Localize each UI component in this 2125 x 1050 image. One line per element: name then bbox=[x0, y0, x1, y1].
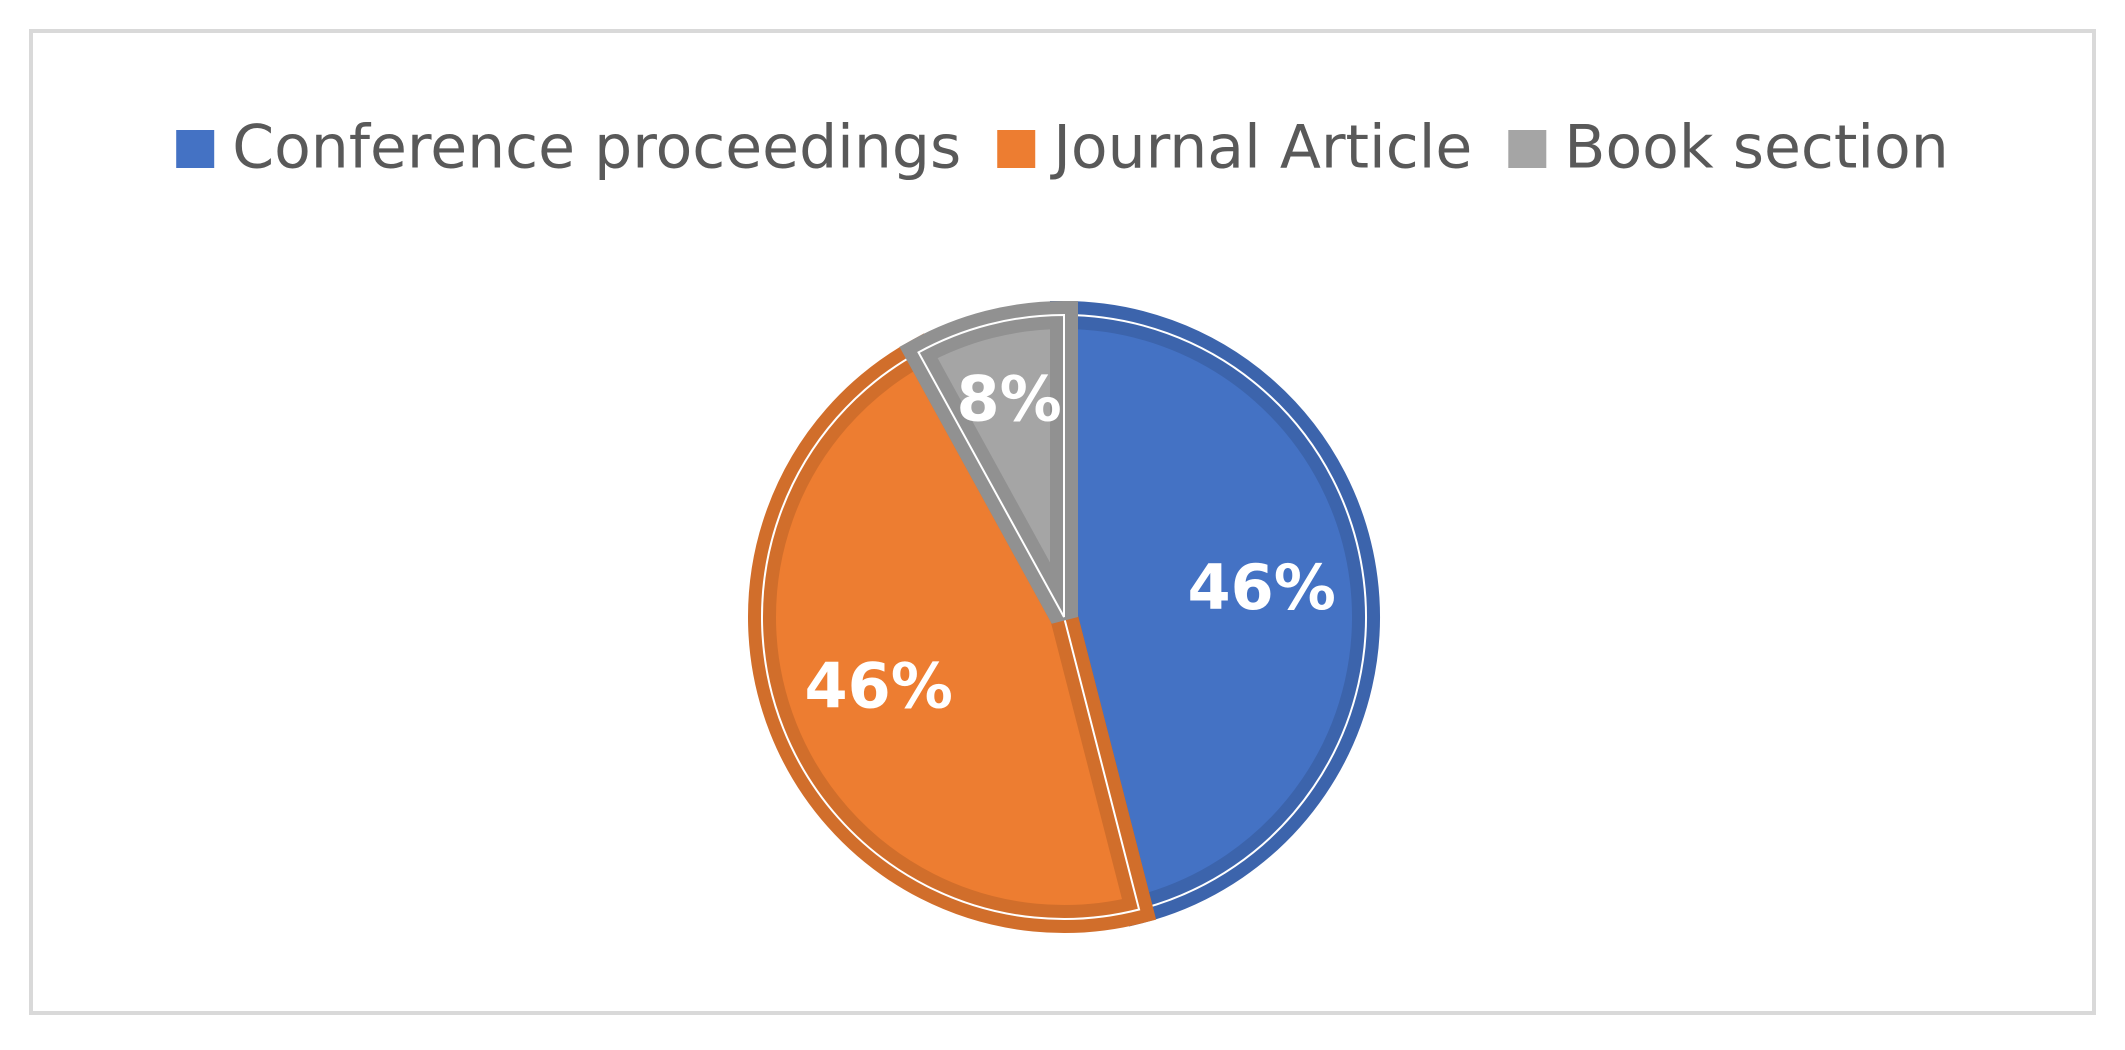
legend-label: Conference proceedings bbox=[232, 113, 961, 183]
slice-separator bbox=[1063, 313, 1367, 911]
legend-label: Book section bbox=[1564, 113, 1949, 183]
legend-swatch bbox=[997, 130, 1036, 168]
value-label: 46% bbox=[804, 649, 952, 722]
pie bbox=[748, 300, 1380, 933]
value-label: 46% bbox=[1188, 551, 1336, 624]
legend: Conference proceedings Journal Article Boo… bbox=[176, 113, 1949, 183]
value-label: 8% bbox=[957, 363, 1062, 436]
legend-label: Journal Article bbox=[1049, 113, 1472, 183]
data-labels: 46% 46% 8% bbox=[804, 363, 1335, 723]
legend-swatch bbox=[1508, 130, 1547, 168]
slice-separator bbox=[761, 350, 1141, 920]
legend-swatch bbox=[176, 130, 215, 168]
slice-separator bbox=[917, 313, 1065, 618]
